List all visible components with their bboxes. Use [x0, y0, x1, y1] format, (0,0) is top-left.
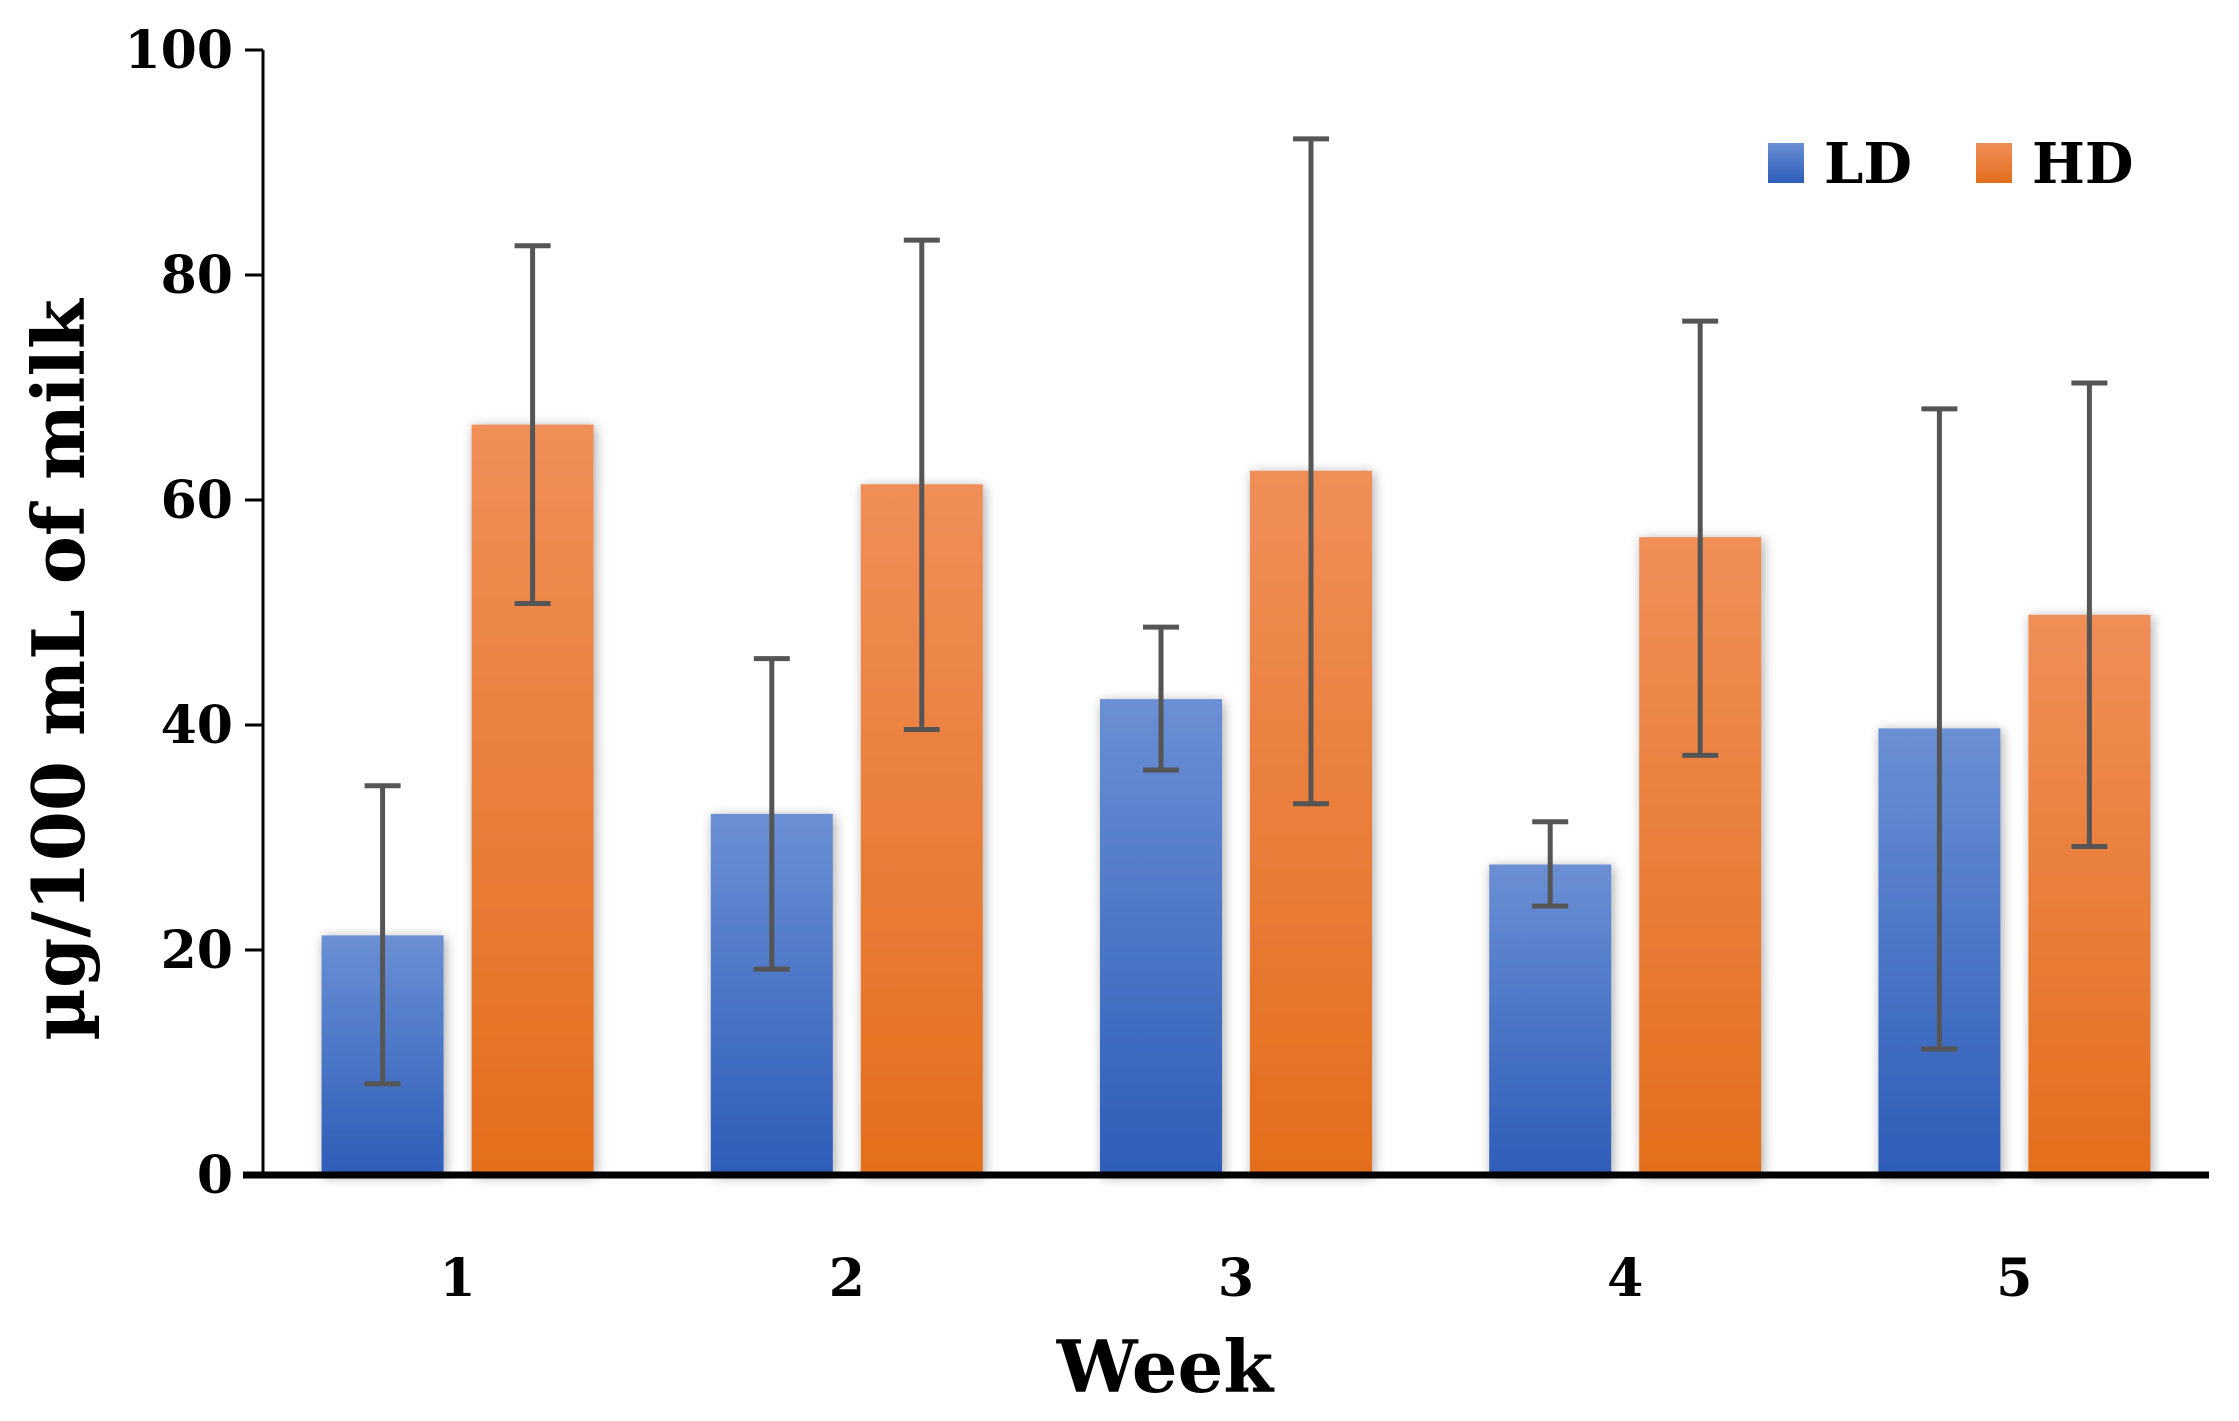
x-tick-label: 5	[1996, 1248, 2032, 1309]
x-tick-label: 4	[1607, 1248, 1643, 1309]
error-bar-hd-week-3	[1293, 136, 1329, 807]
x-tick-label: 2	[829, 1248, 865, 1309]
x-tick-label: 3	[1218, 1248, 1254, 1309]
y-tick-label: 0	[197, 1145, 233, 1206]
error-bar-hd-week-1	[514, 243, 551, 606]
y-tick-label: 60	[161, 470, 233, 531]
y-tick-label: 80	[161, 245, 233, 306]
x-tick-label: 1	[440, 1248, 476, 1309]
error-bar-ld-week-1	[364, 783, 401, 1087]
bar-ld-week-3	[1100, 699, 1222, 1175]
error-bar-ld-week-2	[753, 656, 790, 972]
error-bar-hd-week-4	[1682, 318, 1719, 758]
legend: LD HD	[1768, 131, 2133, 197]
x-axis-title: Week	[1056, 1324, 1276, 1409]
legend-label-ld: LD	[1824, 131, 1912, 197]
error-bar-ld-week-5	[1921, 406, 1958, 1052]
legend-swatch-ld	[1768, 143, 1804, 183]
error-bar-ld-week-4	[1532, 819, 1569, 909]
bars-layer	[321, 424, 2151, 1175]
error-bar-hd-week-2	[903, 237, 940, 732]
labels-layer: 1 2 3 4 5 0 20 40 60 80 100	[124, 20, 2032, 1309]
y-tick-label: 20	[161, 920, 233, 981]
y-axis-title: µg/100 mL of milk	[16, 297, 101, 1041]
bar-ld-week-4	[1489, 864, 1612, 1175]
error-bar-ld-week-3	[1143, 624, 1179, 773]
y-tick-label: 40	[161, 695, 233, 756]
error-bar-hd-week-5	[2071, 380, 2108, 849]
error-bars-layer	[364, 136, 2108, 1087]
legend-label-hd: HD	[2032, 131, 2133, 197]
y-tick-label: 100	[124, 20, 233, 81]
legend-swatch-hd	[1976, 143, 2012, 183]
axes-layer	[243, 48, 2209, 1179]
